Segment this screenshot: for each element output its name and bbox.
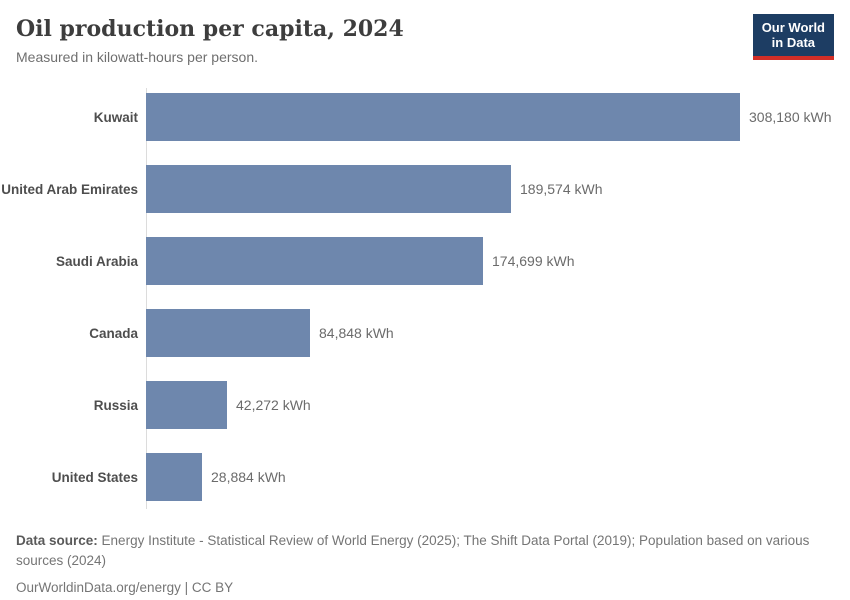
chart-row: Kuwait 308,180 kWh bbox=[94, 81, 834, 153]
chart-title: Oil production per capita, 2024 bbox=[16, 16, 404, 42]
chart-area: Kuwait 308,180 kWh United Arab Emirates 189… bbox=[0, 81, 834, 513]
chart-row: United States 28,884 kWh bbox=[52, 441, 834, 513]
license-link[interactable]: CC BY bbox=[191, 580, 234, 596]
bar[interactable] bbox=[146, 381, 227, 430]
data-source-note: Data source: Energy Institute - Statisti… bbox=[16, 531, 834, 570]
title-block: Oil production per capita, 2024 Measured… bbox=[16, 16, 404, 65]
country-label: United States bbox=[51, 469, 138, 485]
value-label: 308,180 kWh bbox=[749, 109, 832, 126]
chart-row: Russia 42,272 kWh bbox=[94, 369, 834, 441]
chart-row: United Arab Emirates 189,574 kWh bbox=[1, 153, 834, 225]
country-label: United Arab Emirates bbox=[1, 181, 138, 197]
value-label: 28,884 kWh bbox=[211, 469, 286, 486]
value-label: 189,574 kWh bbox=[520, 181, 603, 198]
country-label: Canada bbox=[89, 325, 138, 341]
bar[interactable] bbox=[146, 93, 740, 142]
chart-header: Oil production per capita, 2024 Measured… bbox=[0, 0, 850, 65]
bar[interactable] bbox=[146, 237, 483, 286]
value-label: 42,272 kWh bbox=[236, 397, 311, 414]
data-source-text: Energy Institute - Statistical Review of… bbox=[16, 533, 810, 568]
attribution-line: OurWorldinData.org/energy | CC BY bbox=[16, 578, 834, 598]
chart-subtitle: Measured in kilowatt-hours per person. bbox=[16, 49, 259, 66]
bar[interactable] bbox=[146, 165, 511, 214]
bar[interactable] bbox=[146, 453, 202, 502]
owid-logo-line2: in Data bbox=[771, 35, 816, 51]
chart-row: Saudi Arabia 174,699 kWh bbox=[56, 225, 834, 297]
country-label: Russia bbox=[93, 397, 138, 413]
country-label: Saudi Arabia bbox=[55, 253, 138, 269]
owid-logo-line1: Our World bbox=[761, 20, 825, 35]
chart-footer: Data source: Energy Institute - Statisti… bbox=[16, 531, 834, 598]
data-source-label: Data source: bbox=[16, 533, 98, 548]
bar[interactable] bbox=[146, 309, 310, 358]
country-label: Kuwait bbox=[93, 109, 138, 125]
chart-row: Canada 84,848 kWh bbox=[89, 297, 834, 369]
separator: | bbox=[180, 580, 192, 596]
value-label: 84,848 kWh bbox=[319, 325, 394, 342]
value-label: 174,699 kWh bbox=[492, 253, 575, 270]
bar-chart: Kuwait 308,180 kWh United Arab Emirates 189… bbox=[1, 81, 834, 513]
y-axis-line bbox=[146, 88, 147, 510]
owid-logo[interactable]: Our World in Data bbox=[752, 14, 834, 60]
owid-url-link[interactable]: OurWorldinData.org/energy bbox=[16, 580, 181, 596]
